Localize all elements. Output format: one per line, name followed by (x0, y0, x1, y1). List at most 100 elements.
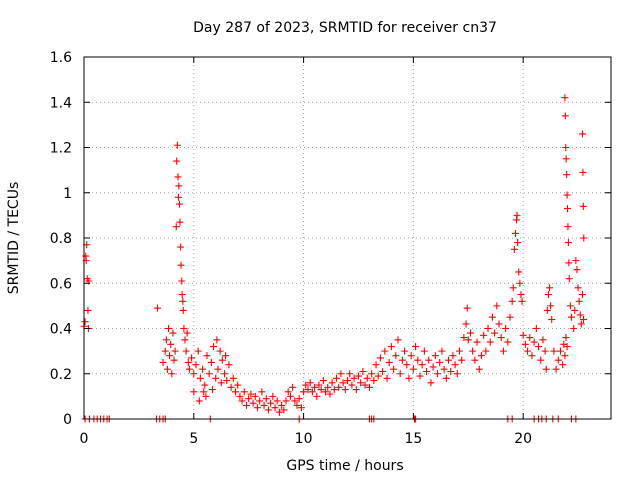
data-point (462, 320, 470, 328)
data-point (493, 302, 501, 310)
data-point (499, 347, 507, 355)
data-point (567, 313, 575, 321)
data-point (171, 347, 179, 355)
data-point (543, 306, 551, 314)
data-point (471, 356, 479, 364)
data-point (365, 383, 373, 391)
data-point (341, 386, 349, 394)
data-point (434, 370, 442, 378)
data-point (455, 347, 463, 355)
data-point (440, 365, 448, 373)
data-point (221, 370, 229, 378)
data-point (175, 182, 183, 190)
data-point (330, 386, 338, 394)
data-point (178, 291, 186, 299)
data-point (177, 243, 185, 251)
data-point (348, 381, 356, 389)
data-point (154, 304, 162, 312)
data-point (306, 379, 314, 387)
y-tick-label: 0.8 (50, 231, 72, 247)
x-tick-label: 20 (514, 431, 532, 447)
data-point (420, 347, 428, 355)
data-point (190, 370, 198, 378)
data-point (564, 239, 572, 247)
data-point (547, 302, 555, 310)
data-point (304, 386, 312, 394)
data-point (515, 268, 523, 276)
data-point (579, 168, 587, 176)
data-point (511, 229, 519, 237)
data-point (562, 334, 570, 342)
data-point (311, 383, 319, 391)
data-point (394, 336, 402, 344)
data-point (436, 358, 444, 366)
data-point (81, 318, 89, 326)
data-point (284, 388, 292, 396)
data-point (464, 336, 472, 344)
data-point (236, 392, 244, 400)
data-point (497, 334, 505, 342)
data-point (262, 395, 270, 403)
data-point (253, 404, 261, 412)
data-point (240, 388, 248, 396)
y-tick-label: 0.6 (50, 276, 72, 292)
data-point (295, 395, 303, 403)
y-axis-label: SRMTID / TECUs (6, 182, 22, 295)
data-point (176, 218, 184, 226)
data-point (514, 239, 522, 247)
data-point (414, 356, 422, 364)
data-point (488, 313, 496, 321)
data-point (449, 352, 457, 360)
data-point (580, 315, 588, 323)
data-point (539, 336, 547, 344)
data-point (463, 304, 471, 312)
data-point (202, 392, 210, 400)
data-point (216, 347, 224, 355)
data-point (184, 358, 192, 366)
data-point (293, 401, 301, 409)
data-point (225, 361, 233, 369)
data-point (559, 361, 567, 369)
data-point (196, 374, 204, 382)
data-point (521, 340, 529, 348)
data-point (447, 367, 455, 375)
data-point (361, 381, 369, 389)
data-point (181, 336, 189, 344)
data-point (267, 399, 275, 407)
data-point (200, 388, 208, 396)
data-point (245, 395, 253, 403)
data-point (335, 383, 343, 391)
data-point (232, 388, 240, 396)
y-tick-label: 0.2 (50, 367, 72, 383)
data-point (516, 279, 524, 287)
data-point (379, 367, 387, 375)
data-point (173, 141, 181, 149)
data-point (178, 277, 186, 285)
data-point (431, 352, 439, 360)
data-point (556, 347, 564, 355)
data-point (242, 401, 250, 409)
data-point (425, 356, 433, 364)
data-point (339, 379, 347, 387)
data-point (324, 383, 332, 391)
data-point (207, 358, 215, 366)
data-point (350, 374, 358, 382)
data-point (423, 367, 431, 375)
data-point (563, 191, 571, 199)
data-point (387, 343, 395, 351)
data-point (251, 392, 259, 400)
data-point (504, 338, 512, 346)
data-point (163, 365, 171, 373)
data-point (482, 347, 490, 355)
data-point (469, 347, 477, 355)
data-point (195, 397, 203, 405)
data-point (264, 406, 272, 414)
data-point (328, 379, 336, 387)
data-point (256, 397, 264, 405)
data-point (172, 223, 180, 231)
data-point (565, 259, 573, 267)
data-point (203, 352, 211, 360)
data-point (179, 297, 187, 305)
data-point (205, 370, 213, 378)
